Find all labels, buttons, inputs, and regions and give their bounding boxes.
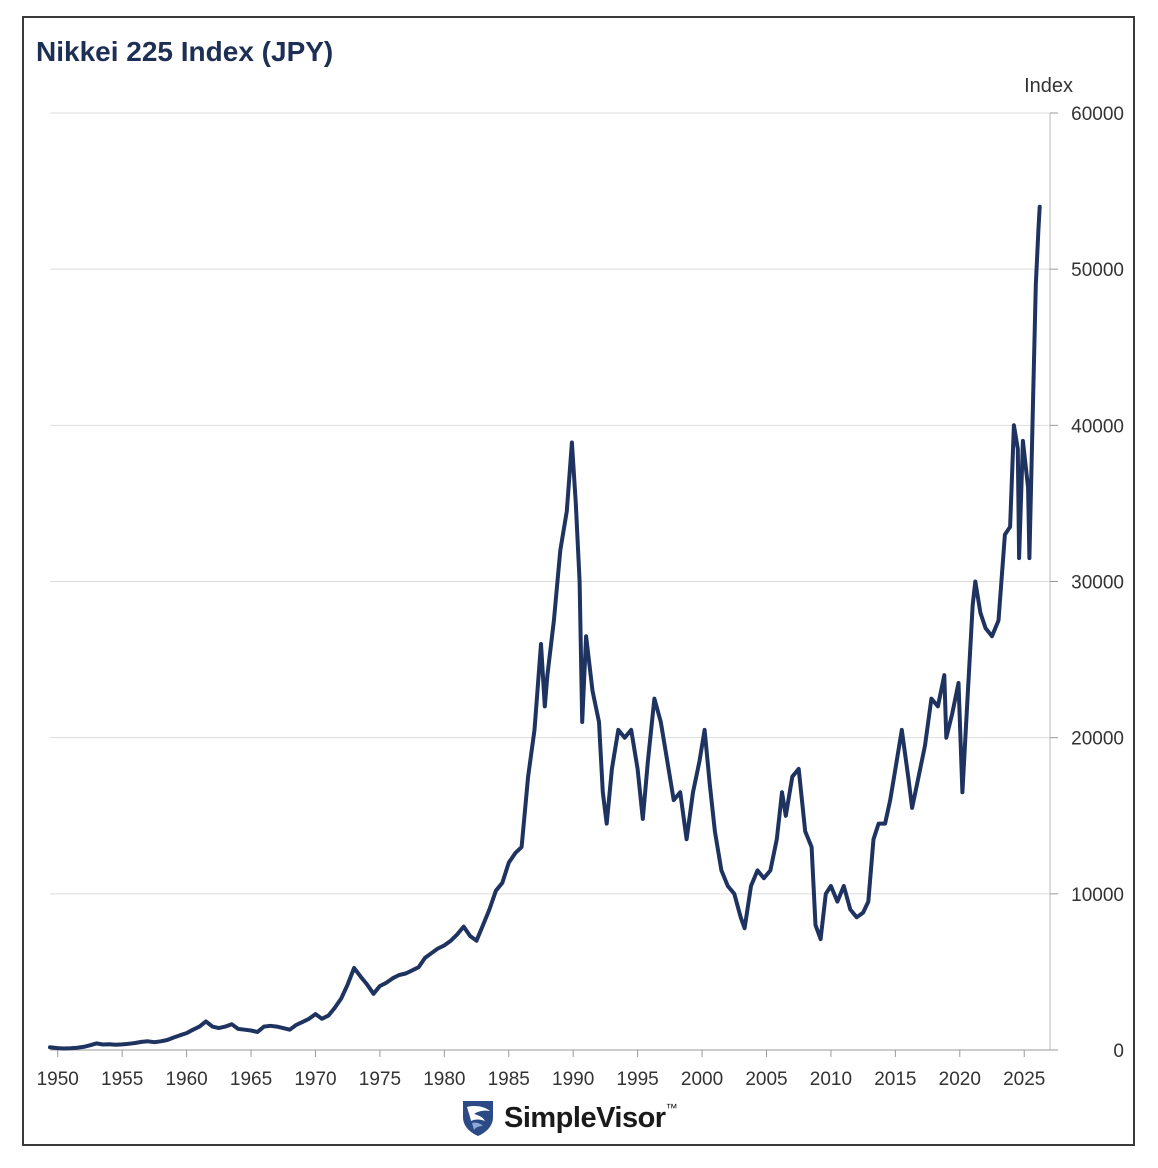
x-tick-label: 2010 <box>810 1069 852 1090</box>
x-axis-ticks: 1950 1955 1960 1965 1970 1975 1980 1985 1990 1995… <box>37 1050 1045 1090</box>
y-tick-label: 40000 <box>1071 416 1124 437</box>
y-tick-label: 30000 <box>1071 573 1124 594</box>
x-tick-label: 1970 <box>294 1069 336 1090</box>
x-tick-label: 2025 <box>1003 1069 1045 1090</box>
gridlines <box>50 112 1050 895</box>
series-line <box>48 204 1042 1051</box>
x-tick-label: 1975 <box>359 1069 401 1090</box>
x-tick-label: 1950 <box>37 1069 79 1090</box>
brand-logo: SimpleVisor™ <box>460 1098 678 1138</box>
y-axis-ticks: 0 10000 20000 30000 40000 50000 60000 <box>1050 104 1124 1062</box>
y-tick-label: 10000 <box>1071 885 1124 906</box>
x-tick-label: 2015 <box>874 1069 916 1090</box>
y-tick-label: 60000 <box>1071 104 1124 125</box>
x-tick-label: 2005 <box>745 1069 787 1090</box>
x-tick-label: 1960 <box>165 1069 207 1090</box>
y-tick-label: 0 <box>1113 1041 1124 1062</box>
brand-name: SimpleVisor™ <box>504 1100 678 1135</box>
x-tick-label: 1955 <box>101 1069 143 1090</box>
x-tick-label: 1990 <box>552 1069 594 1090</box>
x-tick-label: 2000 <box>681 1069 723 1090</box>
eagle-shield-icon <box>463 1101 493 1136</box>
brand-name-text: SimpleVisor <box>504 1101 666 1134</box>
x-tick-label: 2020 <box>939 1069 981 1090</box>
x-tick-label: 1995 <box>616 1069 658 1090</box>
chart-title: Nikkei 225 Index (JPY) <box>36 36 334 67</box>
y-tick-label: 50000 <box>1071 260 1124 281</box>
x-tick-label: 1980 <box>423 1069 465 1090</box>
x-tick-label: 1985 <box>488 1069 530 1090</box>
y-tick-label: 20000 <box>1071 729 1124 750</box>
x-tick-label: 1965 <box>230 1069 272 1090</box>
y-axis-title: Index <box>1024 75 1073 97</box>
trademark-mark: ™ <box>665 1100 678 1115</box>
